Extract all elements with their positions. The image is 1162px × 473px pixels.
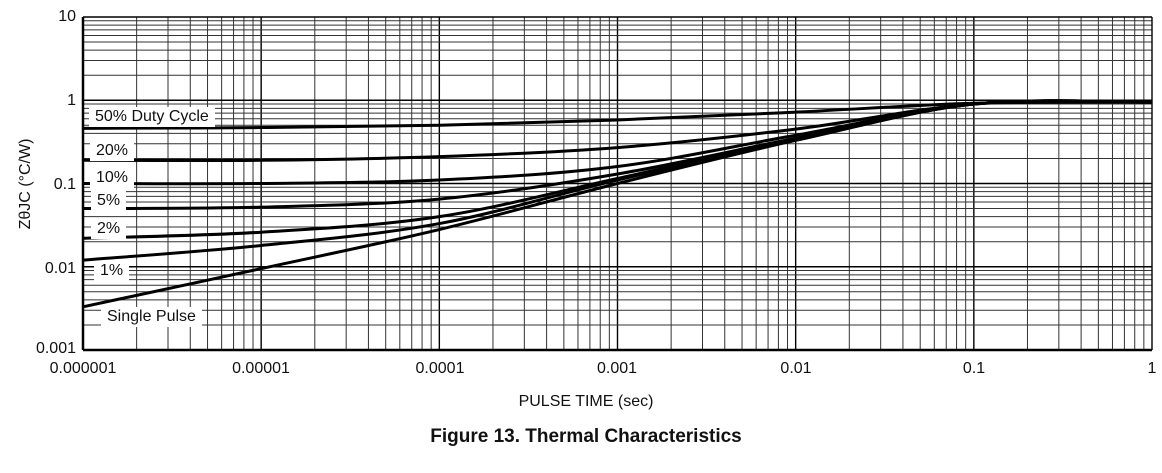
x-axis-title: PULSE TIME (sec) [518,393,654,410]
label-1-percent: 1% [94,261,130,281]
label-2-percent: 2% [91,219,127,239]
label-10-percent: 10% [90,168,135,188]
y-axis-title: ZθJC (°C/W) [17,138,34,230]
y-tick-0.001: 0.001 [35,340,76,357]
x-tick-1e-5: 0.00001 [232,360,290,377]
x-tick-1e-6: 0.000001 [49,360,117,377]
x-tick-1e-4: 0.0001 [415,360,465,377]
y-tick-10: 10 [58,8,76,25]
x-tick-1: 1 [1147,360,1157,377]
y-tick-0.1: 0.1 [53,176,76,193]
x-tick-1e-3: 0.001 [596,360,638,377]
figure-caption: Figure 13. Thermal Characteristics [430,426,742,447]
label-50-duty-cycle: 50% Duty Cycle [89,107,215,127]
label-5-percent: 5% [91,191,127,211]
curve-single-pulse [82,99,1153,309]
x-tick-1e-2: 0.01 [780,360,812,377]
y-tick-0.01: 0.01 [44,260,76,277]
y-tick-1: 1 [67,92,76,109]
x-tick-1e-1: 0.1 [962,360,986,377]
label-20-percent: 20% [90,141,135,161]
label-single-pulse: Single Pulse [101,307,202,327]
